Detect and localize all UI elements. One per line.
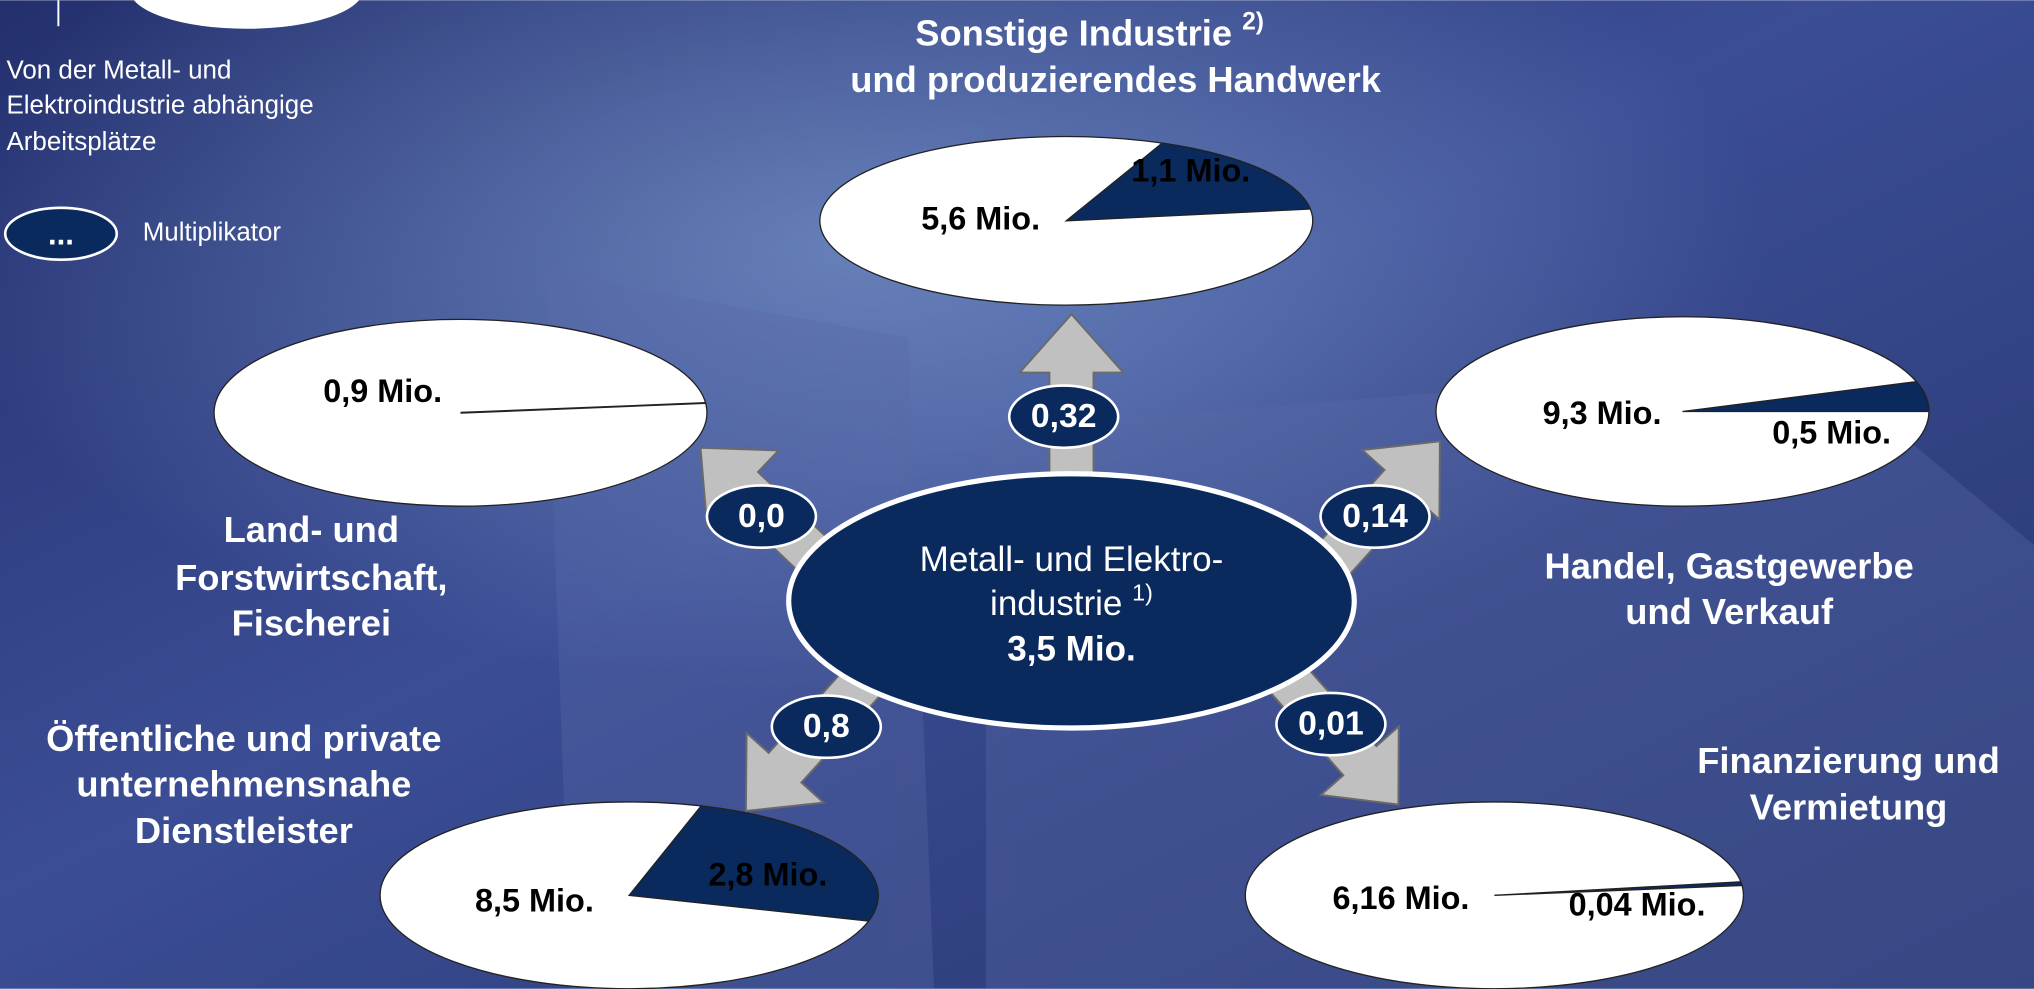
- center-label: industrie 1): [990, 580, 1153, 624]
- multiplier-bubble: [1007, 384, 1120, 450]
- pie-dependent: [1064, 142, 1312, 222]
- pie-divider: [460, 402, 706, 414]
- pie-remaining-label: 8,5 Mio.: [475, 883, 594, 919]
- sector-title: und produzierendes Handwerk: [850, 59, 1381, 100]
- legend-pie-symbol: [133, 0, 360, 29]
- sector-title: unternehmensnahe: [76, 763, 411, 804]
- pie-remaining-label: 9,3 Mio.: [1543, 395, 1662, 431]
- sector-title-text: Finanzierung und: [1697, 740, 2000, 781]
- pie-dependent-label: 1,1 Mio.: [1131, 152, 1250, 188]
- multipliers: 0,32 0,0 0,14 0,8 0,01: [705, 384, 1431, 760]
- pie-dependent-label: 0,5 Mio.: [1772, 414, 1891, 450]
- sector-title-text: Forstwirtschaft,: [175, 557, 447, 598]
- sector-title: Finanzierung und: [1697, 740, 2000, 781]
- sector-title: Sonstige Industrie 2): [915, 8, 1264, 53]
- center-node: [786, 471, 1357, 731]
- multiplier-label: 0,01: [1298, 704, 1364, 742]
- legend-multiplier-dots: ...: [48, 217, 74, 252]
- legend-text: Arbeitsplätze: [6, 128, 156, 156]
- sector-title: Land- und: [224, 509, 399, 550]
- sector-title: und Verkauf: [1625, 590, 1834, 631]
- sector-title-text: Vermietung: [1750, 786, 1948, 827]
- legend-text: Elektroindustrie abhängige: [6, 91, 313, 119]
- titles: Sonstige Industrie 2) und produzierendes …: [46, 8, 2000, 851]
- pie-dependent: [627, 805, 879, 922]
- sector-title-text: und Verkauf: [1625, 590, 1834, 631]
- pie-dependent-label: 2,8 Mio.: [709, 857, 828, 893]
- pie-dependent: [1494, 881, 1743, 896]
- legend-text: Von der Metall- und: [6, 56, 231, 84]
- sector-title-text: Dienstleister: [135, 810, 353, 851]
- legend-multiplier-label: Multiplikator: [143, 219, 282, 247]
- sector-title-text: Öffentliche und private: [46, 718, 441, 759]
- center-label-text: industrie: [990, 584, 1122, 623]
- sector-title: Fischerei: [232, 602, 391, 643]
- multiplier-bubble: [770, 694, 883, 760]
- multiplier-bubble: [1275, 691, 1387, 757]
- center-label: Metall- und Elektro-: [920, 540, 1224, 579]
- sector-title: Öffentliche und private: [46, 718, 441, 759]
- sector-title-text: Fischerei: [232, 602, 391, 643]
- legend-multiplier-symbol: [3, 206, 119, 262]
- multiplier-label: 0,32: [1031, 397, 1097, 435]
- multiplier-label: 0,8: [803, 707, 850, 745]
- sector-title: Forstwirtschaft,: [175, 557, 447, 598]
- sector-title-text: Sonstige Industrie: [915, 12, 1232, 53]
- sector-title-text: und produzierendes Handwerk: [850, 59, 1381, 100]
- sector-title: Handel, Gastgewerbe: [1545, 545, 1914, 586]
- pie-remaining-label: 0,9 Mio.: [323, 373, 442, 409]
- sector-title-text: Land- und: [224, 509, 399, 550]
- multiplier-label: 0,14: [1342, 497, 1408, 535]
- sector-title: Vermietung: [1750, 786, 1948, 827]
- multiplier-label: 0,0: [738, 497, 785, 535]
- multiplier-bubble: [1319, 484, 1431, 549]
- sector-title-text: Handel, Gastgewerbe: [1545, 545, 1914, 586]
- pie-dependent-label: 0,04 Mio.: [1569, 887, 1706, 923]
- center-total: 3,5 Mio.: [1007, 630, 1135, 669]
- pies: 1,1 Mio. 5,6 Mio. 0,9 Mio. 0,5 Mio. 9,3 Mio.…: [213, 135, 1930, 989]
- pie-remaining-label: 6,16 Mio.: [1333, 880, 1470, 916]
- multiplier-bubble: [705, 484, 818, 549]
- sector-title: Dienstleister: [135, 810, 353, 851]
- pie-dependent: [1682, 380, 1930, 413]
- pie-remaining-label: 5,6 Mio.: [921, 200, 1040, 236]
- sector-title-text: unternehmensnahe: [76, 763, 411, 804]
- sector-title-note: 2): [1242, 8, 1264, 35]
- center-note: 1): [1132, 580, 1153, 606]
